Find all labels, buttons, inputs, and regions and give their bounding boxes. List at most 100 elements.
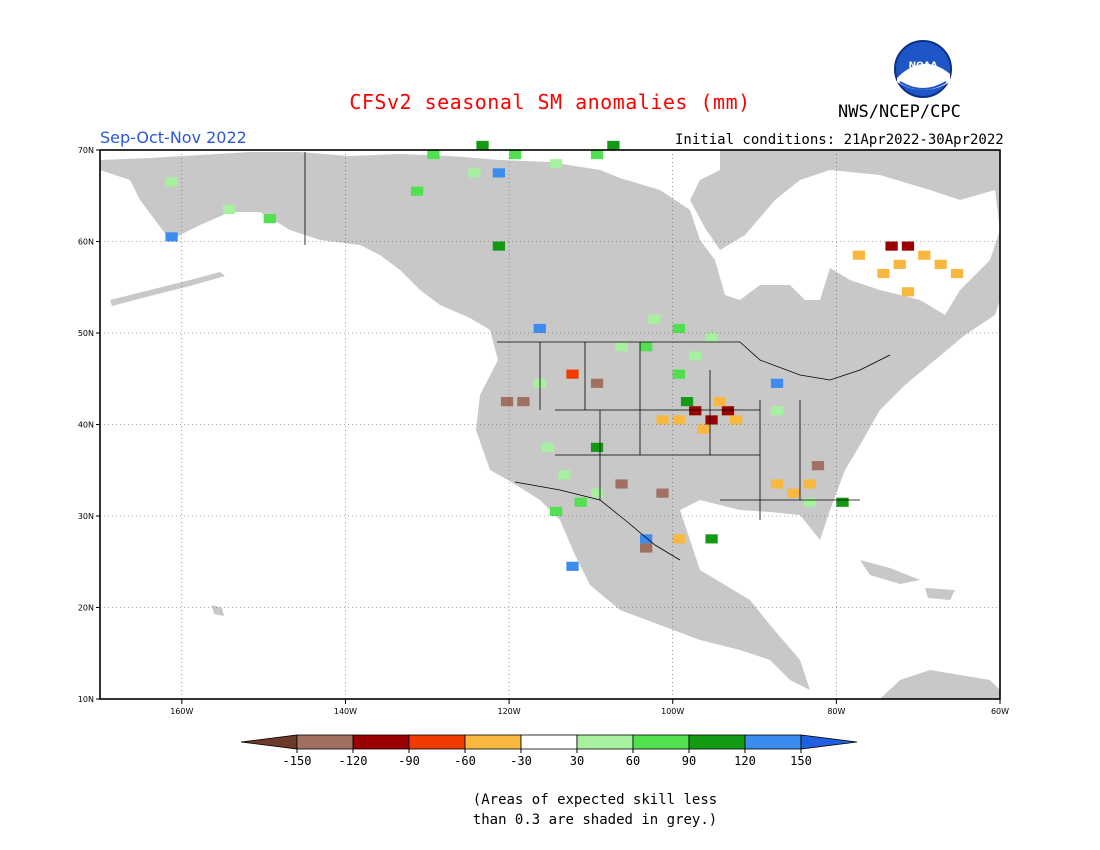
- anomaly-cell: [672, 369, 685, 379]
- anomaly-cell: [607, 140, 620, 150]
- colorbar-segment: [296, 734, 354, 750]
- anomaly-cell: [730, 415, 743, 425]
- lat-tick-label: 60N: [78, 238, 94, 247]
- anomaly-cell: [517, 397, 530, 407]
- anomaly-cell: [410, 186, 424, 196]
- lat-tick-label: 10N: [78, 695, 94, 704]
- anomaly-cell: [541, 442, 555, 452]
- lon-tick-label: 160W: [170, 707, 193, 716]
- lat-tick-label: 30N: [78, 512, 94, 521]
- logo-text: NOAA: [909, 61, 938, 71]
- map-title: CFSv2 seasonal SM anomalies (mm): [349, 90, 751, 114]
- initial-conditions-label: Initial conditions: 21Apr2022-30Apr2022: [675, 132, 1004, 148]
- anomaly-cell: [558, 470, 571, 480]
- us-canada-border: [497, 341, 891, 381]
- anomaly-cell: [468, 168, 481, 178]
- anomaly-cell: [640, 543, 653, 553]
- season-label: Sep-Oct-Nov 2022: [100, 128, 247, 147]
- colorbar-segment: [744, 734, 802, 750]
- lon-tick-label: 60W: [991, 707, 1009, 716]
- anomaly-cell: [705, 415, 718, 425]
- greenland: [840, 150, 1000, 190]
- colorbar-right-arrow: [800, 734, 858, 750]
- lon-tick-label: 120W: [497, 707, 520, 716]
- anomaly-cell: [787, 488, 800, 498]
- anomaly-cell: [721, 406, 735, 416]
- colorbar-segment: [688, 734, 746, 750]
- colorbar-label: -30: [510, 754, 532, 768]
- anomaly-cell: [566, 561, 579, 571]
- org-label: NWS/NCEP/CPC: [838, 102, 961, 122]
- colorbar-segment: [520, 734, 578, 750]
- lon-tick-label: 140W: [334, 707, 357, 716]
- anomaly-cell: [713, 397, 726, 407]
- anomaly-cell: [877, 268, 890, 279]
- cuba: [860, 560, 920, 584]
- colorbar-label: 60: [626, 754, 640, 768]
- anomaly-cell: [770, 378, 784, 388]
- anomaly-cell: [705, 333, 718, 343]
- anomaly-cell: [901, 287, 915, 297]
- north-america: [100, 150, 1000, 690]
- anomaly-cell: [492, 168, 505, 178]
- skill-note-line-1: (Areas of expected skill less: [472, 792, 718, 808]
- anomaly-cell: [901, 241, 915, 251]
- anomaly-cell: [705, 534, 718, 544]
- anomaly-cell: [574, 497, 587, 507]
- colorbar-label: 90: [682, 754, 696, 768]
- us-mexico-border: [514, 481, 681, 561]
- anomaly-cell: [509, 150, 522, 160]
- colorbar-label: 120: [734, 754, 756, 768]
- hispaniola: [925, 588, 955, 600]
- anomaly-cell: [680, 397, 694, 407]
- colorbar-label: 150: [790, 754, 812, 768]
- anomaly-cell: [476, 140, 489, 150]
- anomaly-cell: [672, 534, 685, 544]
- anomaly-cell: [550, 159, 563, 169]
- anomaly-cell: [263, 214, 276, 224]
- anomaly-cell: [811, 461, 825, 471]
- colorbar-label: -120: [339, 754, 368, 768]
- colorbar-label: -90: [398, 754, 420, 768]
- borders: [304, 152, 891, 561]
- anomaly-cell: [590, 442, 604, 452]
- anomaly-cell: [672, 415, 685, 425]
- colorbar-segment: [352, 734, 410, 750]
- anomaly-cell: [803, 497, 816, 507]
- anomaly-cell: [165, 177, 178, 187]
- colorbar-label: -60: [454, 754, 476, 768]
- colorbar: -150 -120 -90 -60 -30 30 60 90 120 150: [240, 734, 858, 768]
- anomaly-cell: [885, 241, 898, 251]
- lon-tick-label: 100W: [661, 707, 684, 716]
- anomaly-cell: [689, 351, 702, 361]
- lon-axis: 160W 140W 120W 100W 80W 60W: [170, 699, 1009, 716]
- anomaly-cell: [492, 241, 505, 251]
- anomaly-cell: [697, 424, 710, 434]
- anomaly-cell: [803, 479, 816, 489]
- colorbar-segment: [632, 734, 690, 750]
- colorbar-segment: [576, 734, 634, 750]
- anomaly-cell: [550, 506, 563, 516]
- skill-note: (Areas of expected skill less than 0.3 a…: [0, 790, 1100, 830]
- lat-tick-label: 70N: [78, 146, 94, 155]
- anomaly-cell: [590, 488, 604, 498]
- land-masses: [100, 150, 1000, 699]
- south-america: [880, 670, 1000, 699]
- state-lines: [539, 342, 860, 520]
- anomaly-cell: [533, 323, 546, 333]
- anomaly-cell: [689, 406, 702, 416]
- anomaly-cell: [640, 342, 653, 352]
- anomaly-cell: [656, 488, 669, 498]
- colorbar-label: -150: [283, 754, 312, 768]
- lon-tick-label: 80W: [827, 707, 845, 716]
- anomaly-cell: [656, 415, 669, 425]
- anomaly-cell: [165, 232, 178, 242]
- anomaly-cell: [950, 268, 964, 279]
- lat-tick-label: 40N: [78, 421, 94, 430]
- lat-tick-label: 50N: [78, 329, 94, 338]
- anomaly-cell: [427, 150, 440, 160]
- anomaly-cell: [500, 397, 514, 407]
- noaa-logo: NOAA: [894, 40, 952, 98]
- lat-axis: 70N 60N 50N 40N 30N 20N 10N: [78, 146, 100, 704]
- colorbar-segment: [464, 734, 522, 750]
